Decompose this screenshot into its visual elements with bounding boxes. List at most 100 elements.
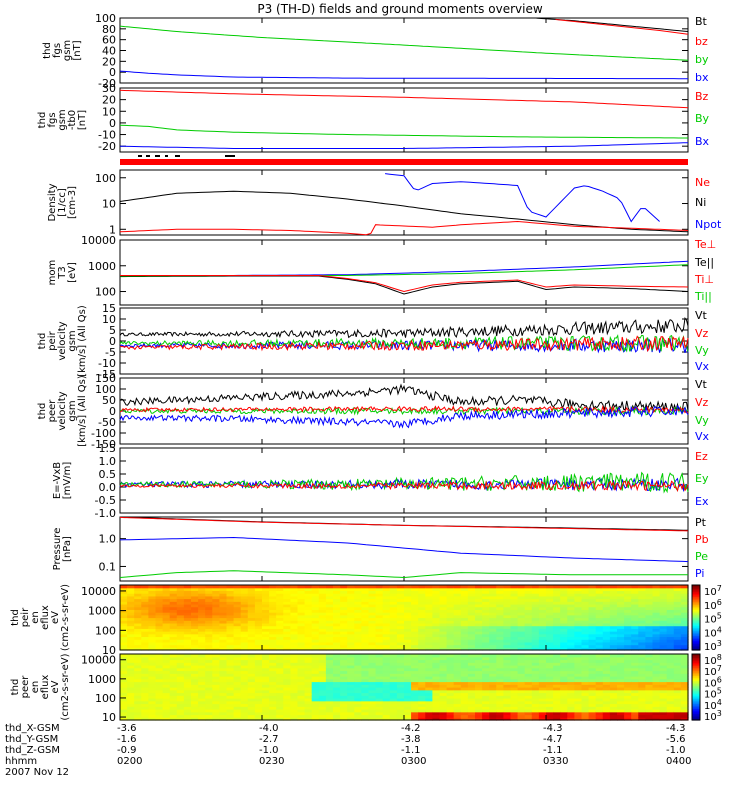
spectrogram-cell	[588, 687, 597, 691]
y-axis-label: thdpeerenefluxeV(cm2-s-sr-eV)	[10, 653, 71, 720]
spectrogram-cell	[354, 644, 362, 648]
spectrogram-cell	[510, 617, 519, 621]
spectrogram-cell	[212, 700, 220, 705]
spectrogram-cell	[453, 700, 462, 705]
spectrogram-cell	[517, 612, 526, 616]
spectrogram-cell	[560, 601, 568, 605]
spectrogram-cell	[460, 603, 469, 608]
spectrogram-cell	[631, 587, 639, 592]
spectrogram-cell	[212, 673, 220, 677]
spectrogram-cell	[134, 622, 142, 627]
legend-Te||: Te||	[694, 256, 714, 269]
spectrogram-cell	[609, 673, 618, 677]
spectrogram-cell	[453, 667, 462, 672]
spectrogram-cell	[666, 614, 675, 619]
spectrogram-cell	[155, 609, 164, 613]
spectrogram-cell	[411, 609, 419, 613]
spectrogram-cell	[460, 625, 469, 629]
y-tick-label: -50	[98, 416, 116, 429]
spectrogram-cell	[127, 678, 135, 683]
spectrogram-cell	[467, 659, 476, 663]
spectrogram-cell	[283, 700, 291, 705]
spectrogram-cell	[524, 706, 533, 710]
spectrogram-cell	[496, 628, 504, 632]
spectrogram-cell	[176, 641, 185, 646]
spectrogram-cell	[226, 692, 235, 696]
spectrogram-cell	[347, 620, 355, 624]
spectrogram-cell	[375, 670, 384, 674]
spectrogram-cell	[595, 622, 604, 627]
spectrogram-cell	[624, 598, 632, 602]
spectrogram-cell	[467, 617, 476, 621]
spectrogram-cell	[524, 593, 533, 597]
colorbar-cell	[692, 693, 700, 696]
spectrogram-cell	[155, 644, 164, 648]
spectrogram-cell	[368, 601, 377, 605]
spectrogram-cell	[354, 698, 362, 702]
spectrogram-cell	[574, 617, 583, 621]
spectrogram-cell	[680, 609, 689, 613]
spectrogram-cell	[439, 654, 448, 658]
spectrogram-cell	[638, 698, 646, 702]
spectrogram-cell	[453, 603, 462, 608]
spectrogram-cell	[581, 633, 590, 638]
spectrogram-cell	[198, 670, 206, 674]
spectrogram-cell	[560, 703, 568, 707]
spectrogram-cell	[652, 698, 661, 702]
spectrogram-cell	[134, 665, 142, 669]
spectrogram-cell	[574, 673, 583, 677]
spectrogram-cell	[425, 703, 433, 707]
spectrogram-cell	[638, 714, 646, 718]
spectrogram-cell	[538, 667, 547, 672]
y-tick-label: 1000	[88, 260, 116, 273]
spectrogram-cell	[475, 603, 483, 608]
series-bz	[555, 19, 689, 35]
spectrogram-cell	[276, 587, 284, 592]
spectrogram-cell	[645, 601, 654, 605]
spectrogram-cell	[325, 620, 334, 624]
spectrogram-cell	[375, 678, 384, 683]
spectrogram-cell	[439, 614, 448, 619]
spectrogram-cell	[460, 595, 469, 600]
spectrogram-cell	[496, 684, 504, 688]
spectrogram-cell	[226, 689, 235, 694]
spectrogram-cell	[475, 703, 483, 707]
spectrogram-cell	[475, 628, 483, 632]
spectrogram-cell	[375, 706, 384, 710]
spectrogram-cell	[482, 678, 490, 683]
spectrogram-cell	[247, 590, 256, 594]
spectrogram-cell	[489, 656, 497, 661]
spectrogram-cell	[254, 641, 263, 646]
spectrogram-cell	[453, 703, 462, 707]
spectrogram-cell	[219, 609, 228, 613]
y-tick-label: 30	[102, 82, 116, 95]
spectrogram-cell	[574, 625, 583, 629]
spectrogram-cell	[624, 609, 632, 613]
spectrogram-cell	[411, 698, 419, 702]
spectrogram-cell	[283, 598, 291, 602]
spectrogram-cell	[581, 595, 590, 600]
spectrogram-cell	[609, 617, 618, 621]
spectrogram-cell	[425, 667, 433, 672]
spectrogram-cell	[581, 665, 590, 669]
spectrogram-cell	[382, 622, 391, 627]
spectrogram-cell	[602, 628, 611, 632]
spectrogram-cell	[347, 665, 355, 669]
spectrogram-cell	[524, 585, 533, 589]
spectrogram-cell	[375, 644, 384, 648]
spectrogram-cell	[318, 700, 327, 705]
colorbar-cell	[692, 698, 700, 701]
spectrogram-cell	[531, 593, 540, 597]
spectrogram-cell	[446, 706, 455, 710]
spectrogram-cell	[645, 706, 654, 710]
spectrogram-cell	[333, 678, 341, 683]
spectrogram-cell	[609, 656, 618, 661]
spectrogram-cell	[411, 662, 419, 666]
spectrogram-cell	[198, 703, 206, 707]
spectrogram-cell	[148, 631, 157, 635]
spectrogram-cell	[127, 590, 135, 594]
spectrogram-cell	[247, 617, 256, 621]
spectrogram-cell	[269, 717, 277, 721]
spectrogram-cell	[595, 585, 604, 589]
spectrogram-cell	[411, 717, 419, 721]
